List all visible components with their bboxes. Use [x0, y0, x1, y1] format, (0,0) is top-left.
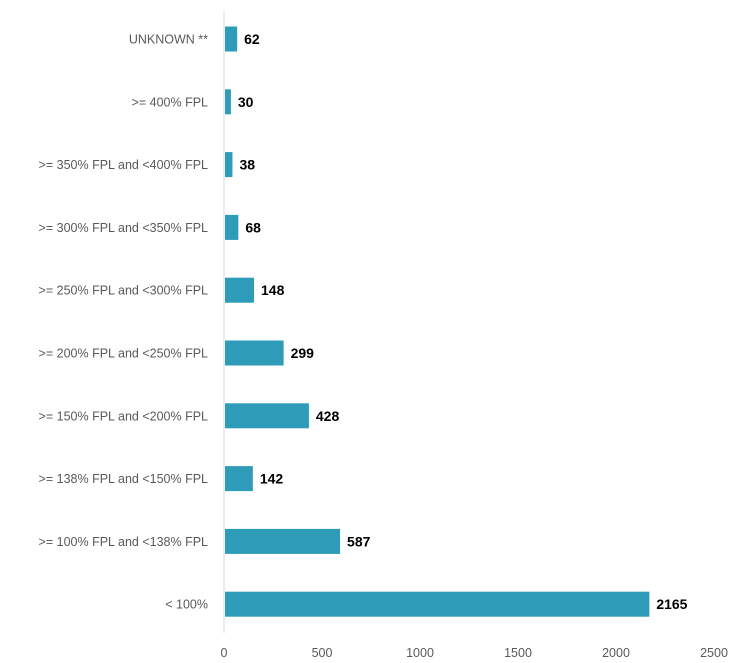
bar — [225, 466, 253, 492]
bar — [225, 591, 650, 617]
bar — [225, 277, 255, 303]
category-label: >= 100% FPL and <138% FPL — [39, 535, 208, 549]
data-label: 30 — [238, 94, 254, 110]
data-label: 587 — [347, 533, 371, 549]
data-label: 62 — [244, 31, 260, 47]
bar — [225, 403, 309, 429]
bars-layer — [225, 26, 650, 617]
bar — [225, 26, 238, 52]
x-tick-label: 1500 — [504, 646, 532, 660]
bar — [225, 528, 341, 554]
bar — [225, 340, 284, 366]
axis-layer: 0 500 1000 1500 2000 2500 — [221, 12, 728, 660]
x-tick-label: 0 — [221, 646, 228, 660]
x-tick-label: 2500 — [700, 646, 728, 660]
category-label: >= 250% FPL and <300% FPL — [39, 284, 208, 298]
category-label: >= 300% FPL and <350% FPL — [39, 221, 208, 235]
x-tick-label: 500 — [312, 646, 333, 660]
data-label: 2165 — [656, 596, 687, 612]
category-label: >= 400% FPL — [132, 95, 208, 109]
category-label: UNKNOWN ** — [129, 33, 208, 47]
category-label: >= 150% FPL and <200% FPL — [39, 409, 208, 423]
category-label: < 100% — [165, 598, 208, 612]
category-label: >= 138% FPL and <150% FPL — [39, 472, 208, 486]
bar — [225, 214, 239, 240]
data-label: 142 — [260, 471, 284, 487]
x-tick-label: 2000 — [602, 646, 630, 660]
data-label: 68 — [245, 219, 261, 235]
labels-layer: UNKNOWN ** 62 >= 400% FPL 30 >= 350% FPL and… — [39, 31, 688, 612]
data-label: 38 — [239, 157, 255, 173]
bar — [225, 152, 233, 178]
bar — [225, 89, 231, 115]
data-label: 148 — [261, 282, 285, 298]
data-label: 299 — [291, 345, 315, 361]
data-label: 428 — [316, 408, 340, 424]
x-tick-label: 1000 — [406, 646, 434, 660]
category-label: >= 200% FPL and <250% FPL — [39, 347, 208, 361]
category-label: >= 350% FPL and <400% FPL — [39, 158, 208, 172]
